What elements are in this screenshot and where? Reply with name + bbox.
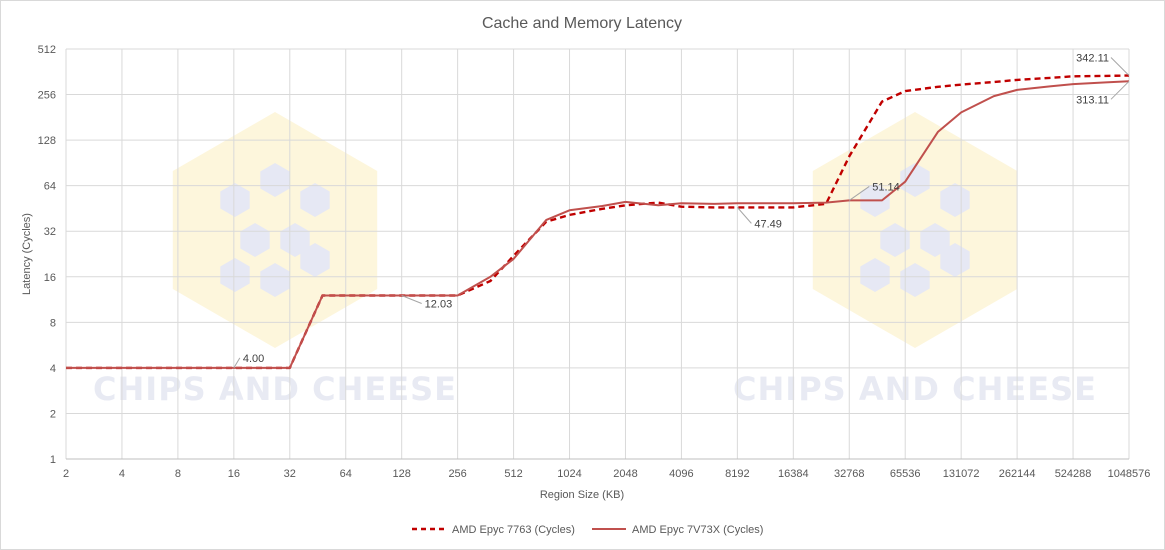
x-axis-title: Region Size (KB) [540,489,624,501]
x-tick-label: 524288 [1055,468,1092,480]
chart-title: Cache and Memory Latency [482,15,682,32]
watermark-hexagon [812,112,1018,348]
legend: AMD Epyc 7763 (Cycles) AMD Epyc 7V73X (C… [412,524,763,536]
y-tick-label: 32 [44,226,56,238]
x-tick-label: 2048 [613,468,637,480]
x-tick-label: 16 [228,468,240,480]
x-tick-label: 1024 [557,468,581,480]
y-axis-ticks: 1 2 4 8 16 32 64 128 256 512 [38,44,56,466]
x-tick-label: 2 [63,468,69,480]
watermark-node [220,183,250,217]
data-label: 4.00 [243,353,264,365]
x-tick-label: 8 [175,468,181,480]
x-axis-ticks: 2 4 8 16 32 64 128 256 512 1024 2048 4096 8192 16384 3… [63,468,1150,480]
watermark-node [300,183,330,217]
watermark-node [260,163,290,197]
x-tick-label: 512 [504,468,522,480]
data-label-leader [736,207,752,224]
watermark-text: CHIPS AND CHEESE [733,370,1097,408]
y-tick-label: 1 [50,454,56,466]
data-label: 47.49 [754,218,782,230]
y-tick-label: 64 [44,181,56,193]
x-tick-label: 4 [119,468,125,480]
y-tick-label: 128 [38,135,56,147]
x-tick-label: 32 [284,468,296,480]
x-tick-label: 64 [340,468,352,480]
watermark-text: CHIPS AND CHEESE [93,370,457,408]
x-tick-label: 262144 [999,468,1036,480]
x-tick-label: 1048576 [1108,468,1151,480]
data-label-leader [1110,57,1130,76]
y-tick-label: 16 [44,272,56,284]
x-tick-label: 4096 [669,468,693,480]
watermark-node [300,243,330,277]
x-tick-label: 128 [393,468,411,480]
grid [65,48,1130,460]
watermark-node [900,163,930,197]
watermark-node [940,243,970,277]
data-labels: 4.00 12.03 47.49 51.14 342.11 313.11 [233,52,1130,369]
x-tick-label: 256 [448,468,466,480]
data-label: 12.03 [425,299,453,311]
x-tick-label: 131072 [943,468,980,480]
watermark-node [220,258,250,292]
x-tick-label: 65536 [890,468,921,480]
data-label: 313.11 [1076,94,1109,106]
watermark-node [900,263,930,297]
y-tick-label: 2 [50,408,56,420]
y-tick-label: 256 [38,90,56,102]
legend-label-epyc-7v73x: AMD Epyc 7V73X (Cycles) [632,524,763,536]
data-label: 342.11 [1076,52,1109,64]
watermark-node [860,258,890,292]
x-tick-label: 32768 [834,468,865,480]
data-label-leader [848,185,870,201]
data-label: 51.14 [872,181,900,193]
data-label-leader [233,357,241,369]
data-label-leader [1110,80,1130,100]
y-tick-label: 8 [50,317,56,329]
x-tick-label: 8192 [725,468,749,480]
watermark-hexagon [172,112,378,348]
watermark-node [940,183,970,217]
y-tick-label: 512 [38,44,56,56]
y-axis-title: Latency (Cycles) [21,213,33,295]
series-group [66,74,1130,370]
x-tick-label: 16384 [778,468,809,480]
series-line-epyc-7v73x [66,80,1130,369]
watermark-node [260,263,290,297]
y-tick-label: 4 [50,363,56,375]
legend-label-epyc-7763: AMD Epyc 7763 (Cycles) [452,524,575,536]
data-label-leader [401,295,422,304]
